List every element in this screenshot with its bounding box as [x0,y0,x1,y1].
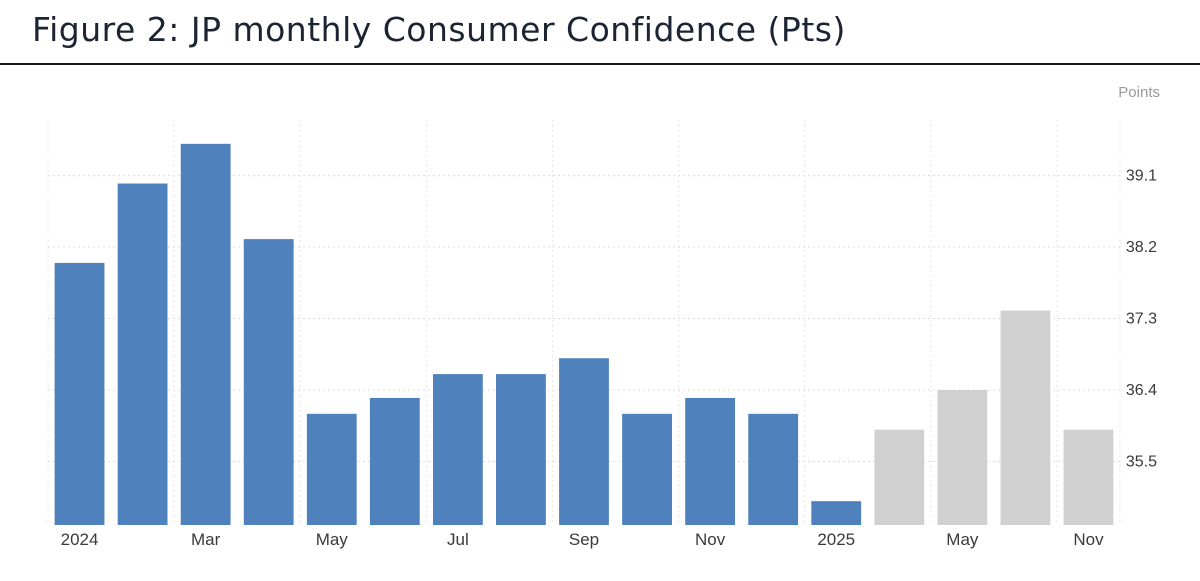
x-tick-label: May [946,530,979,549]
x-tick-label: Nov [695,530,726,549]
bar-0-2024 [54,262,105,525]
x-axis-ticks: 2024 Mar May Jul Sep Nov 2025 May Nov [61,530,1104,549]
x-tick-label: May [316,530,349,549]
y-axis-ticks: 35.5 36.4 37.3 38.2 39.1 [1126,168,1157,471]
y-tick-label: 35.5 [1126,453,1157,470]
bar-5-jun [369,397,420,525]
y-tick-label: 39.1 [1126,168,1157,185]
bar-7-aug [496,374,546,525]
x-tick-label: Mar [191,530,221,549]
bar-6-jul [432,374,483,525]
bar-3-apr [243,239,294,525]
chart-title: Figure 2: JP monthly Consumer Confidence… [32,10,846,49]
y-tick-label: 37.3 [1126,311,1157,328]
bar-1-feb [117,183,168,525]
y-tick-label: 38.2 [1126,239,1157,256]
bar-11-dec [748,413,799,525]
bar-4-may [306,413,357,525]
y-tick-label: 36.4 [1126,382,1157,399]
x-tick-label: Nov [1073,530,1104,549]
bar-16-nov [1063,429,1114,525]
bar-10-nov [685,397,736,525]
bar-2-mar [180,143,231,525]
x-tick-label: 2025 [817,530,855,549]
bar-8-sep [559,358,609,525]
bar-9-oct [622,413,672,525]
bar-15-jun [1000,310,1051,525]
x-tick-label: Sep [569,530,599,549]
title-divider [0,63,1200,65]
bar-14-may [937,390,988,525]
x-tick-label: Jul [447,530,469,549]
bar-13-apr [874,429,925,525]
bar-12-2025 [811,501,862,525]
x-tick-label: 2024 [61,530,99,549]
bars [54,143,1114,525]
y-axis-unit-label: Points [1118,84,1160,101]
